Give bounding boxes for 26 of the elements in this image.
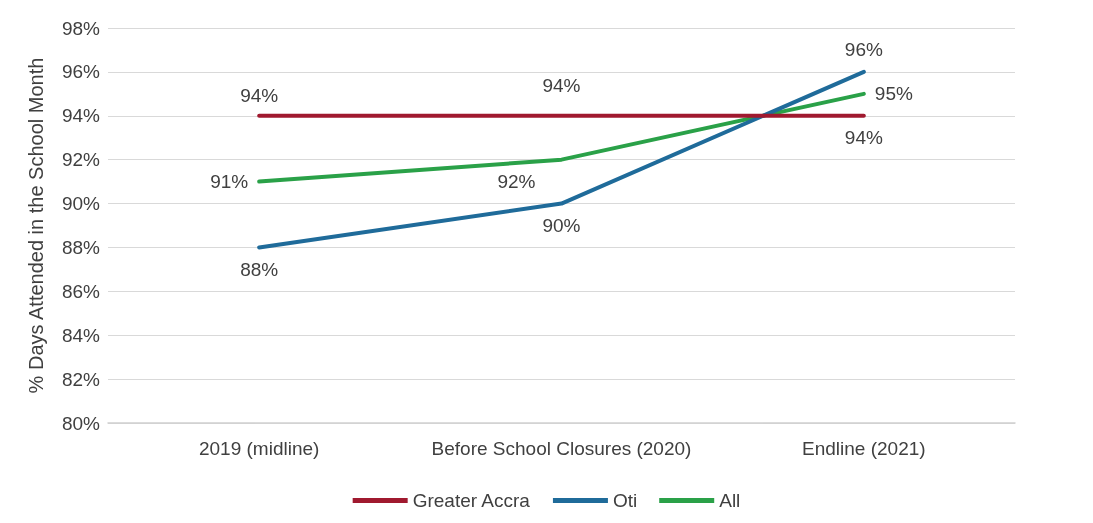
y-tick-label: 98% bbox=[61, 17, 101, 39]
x-tick-label: Endline (2021) bbox=[802, 438, 926, 459]
y-tick-label: 96% bbox=[61, 61, 101, 83]
y-tick-label: 86% bbox=[61, 280, 101, 302]
data-label: 95% bbox=[874, 83, 913, 105]
y-tick-label: 80% bbox=[61, 412, 101, 434]
data-label: 92% bbox=[497, 171, 536, 193]
y-tick-label: 94% bbox=[61, 105, 101, 127]
legend-label: All bbox=[719, 490, 741, 511]
legend-label: Oti bbox=[612, 490, 638, 511]
data-label: 94% bbox=[542, 75, 581, 97]
data-label: 94% bbox=[844, 127, 883, 149]
x-tick-label: 2019 (midline) bbox=[198, 438, 320, 459]
y-tick-label: 88% bbox=[61, 236, 101, 258]
y-axis-title: % Days Attended in the School Month bbox=[25, 57, 47, 394]
x-tick-label: Before School Closures (2020) bbox=[431, 438, 692, 459]
y-tick-label: 92% bbox=[61, 149, 101, 171]
data-label: 94% bbox=[240, 85, 279, 107]
data-label: 91% bbox=[210, 171, 249, 193]
data-label: 88% bbox=[240, 258, 279, 280]
legend-label: Greater Accra bbox=[412, 490, 531, 511]
data-label: 96% bbox=[844, 39, 883, 61]
y-tick-label: 82% bbox=[61, 368, 101, 390]
data-label: 90% bbox=[542, 215, 581, 237]
y-tick-label: 84% bbox=[61, 324, 101, 346]
y-tick-label: 90% bbox=[61, 193, 101, 215]
